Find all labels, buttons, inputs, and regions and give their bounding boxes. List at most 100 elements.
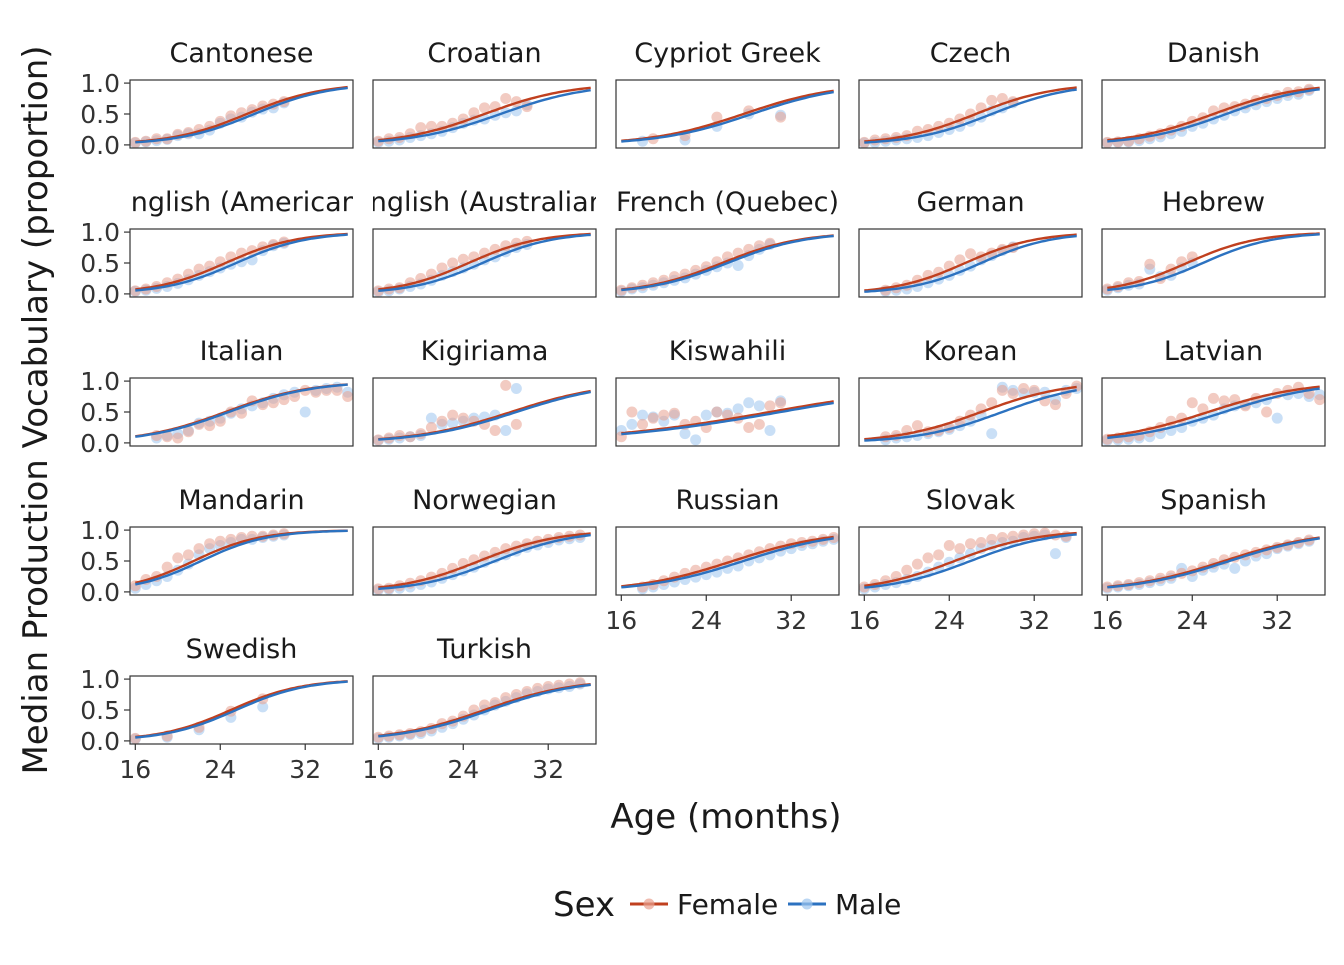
female-point	[182, 426, 194, 438]
female-point	[214, 415, 226, 427]
female-point	[986, 397, 998, 409]
female-fit-line	[864, 233, 1077, 292]
female-point	[289, 391, 301, 403]
panel-latvian: Latvian	[1101, 336, 1326, 447]
panel-english-american: English (American) 0.00.51.0	[80, 187, 370, 309]
panel-czech: Czech	[858, 38, 1083, 149]
strip-label: Spanish	[1160, 485, 1267, 516]
strip-label: Kiswahili	[669, 336, 787, 367]
strip-label: Cypriot Greek	[634, 38, 821, 69]
strip-label: Slovak	[926, 485, 1016, 516]
female-point	[996, 93, 1008, 105]
strip-label: Norwegian	[412, 485, 557, 516]
female-point	[278, 394, 290, 406]
strip-label: Latvian	[1164, 336, 1263, 367]
panel-border	[615, 79, 840, 149]
male-point	[1271, 412, 1283, 424]
panel-french-quebec: French (Quebec)	[615, 187, 840, 298]
male-point	[1049, 548, 1061, 560]
female-point	[214, 535, 226, 547]
male-fit-line	[135, 233, 348, 292]
male-fit-line	[864, 88, 1077, 144]
male-fit-line	[378, 390, 591, 441]
female-fit-line	[864, 86, 1077, 143]
male-point	[732, 403, 744, 415]
panel-swedish: Swedish 0.00.51.0 16 24 32	[80, 634, 354, 784]
male-point	[986, 428, 998, 440]
male-fit-line	[378, 233, 591, 292]
female-point	[182, 549, 194, 561]
strip-label: Swedish	[186, 634, 298, 665]
male-point	[700, 409, 712, 421]
female-point	[753, 418, 765, 430]
female-fit-line	[1107, 232, 1320, 290]
male-fit-line	[621, 234, 834, 292]
female-point	[436, 415, 448, 427]
male-fit-line	[1107, 387, 1320, 440]
panel-norwegian: Norwegian	[372, 485, 597, 596]
female-point	[1144, 258, 1156, 270]
panel-english-australian: English (Australian)	[372, 187, 597, 298]
female-point	[1208, 392, 1219, 404]
male-point	[743, 397, 755, 409]
male-point	[500, 425, 512, 437]
female-point	[130, 732, 141, 744]
male-fit-line	[864, 533, 1077, 589]
panel-cantonese: Cantonese 0.00.51.0	[80, 38, 354, 160]
y-tick-label: 1.0	[80, 69, 120, 98]
panel-border	[858, 526, 1083, 596]
male-fit-line	[135, 383, 348, 438]
x-tick-label: 24	[933, 606, 965, 635]
panel-border	[858, 228, 1083, 298]
x-tick-label: 16	[362, 755, 394, 784]
female-point	[965, 248, 976, 260]
female-fit-line	[864, 531, 1077, 587]
female-fit-line	[378, 86, 591, 142]
female-point	[1186, 397, 1198, 409]
female-point	[911, 558, 923, 570]
female-point	[532, 682, 544, 694]
y-tick-label: 0.0	[80, 578, 120, 607]
male-fit-line	[135, 86, 348, 144]
x-tick-label: 16	[1091, 606, 1123, 635]
points-group	[616, 395, 787, 446]
panel-spanish: Spanish 16 24 32	[1091, 485, 1326, 635]
strip-label: Italian	[200, 336, 284, 367]
female-point	[1049, 399, 1061, 411]
panel-mandarin: Mandarin 0.00.51.0	[80, 485, 354, 607]
strip-label: English (American)	[114, 187, 370, 218]
panel-border	[372, 228, 597, 298]
female-point	[943, 540, 955, 552]
panel-slovak: Slovak 16 24 32	[848, 485, 1083, 635]
strip-label: Turkish	[436, 634, 532, 665]
x-tick-label: 32	[532, 755, 564, 784]
male-fit-line	[378, 89, 591, 143]
female-point	[172, 552, 184, 564]
male-fit-line	[1107, 233, 1320, 292]
female-point	[1261, 406, 1273, 418]
female-point	[954, 543, 966, 555]
female-fit-line	[135, 680, 348, 739]
female-point	[193, 543, 205, 555]
female-point	[965, 538, 976, 550]
female-point	[172, 432, 184, 444]
x-tick-label: 16	[848, 606, 880, 635]
x-tick-label: 16	[119, 755, 151, 784]
female-point	[668, 407, 680, 419]
female-point	[161, 431, 173, 443]
y-axis-title: Median Production Vocabulary (proportion…	[16, 45, 56, 774]
male-point	[732, 259, 744, 271]
y-tick-label: 0.5	[80, 398, 120, 427]
female-point	[236, 407, 247, 419]
panel-border	[1101, 79, 1326, 149]
y-tick-label: 1.0	[80, 367, 120, 396]
female-fit-line	[1107, 385, 1320, 438]
female-point	[1218, 395, 1230, 407]
female-point	[267, 397, 279, 409]
male-point	[626, 418, 638, 430]
male-point	[510, 383, 522, 395]
x-axis-title: Age (months)	[610, 797, 841, 837]
male-point	[690, 434, 702, 446]
